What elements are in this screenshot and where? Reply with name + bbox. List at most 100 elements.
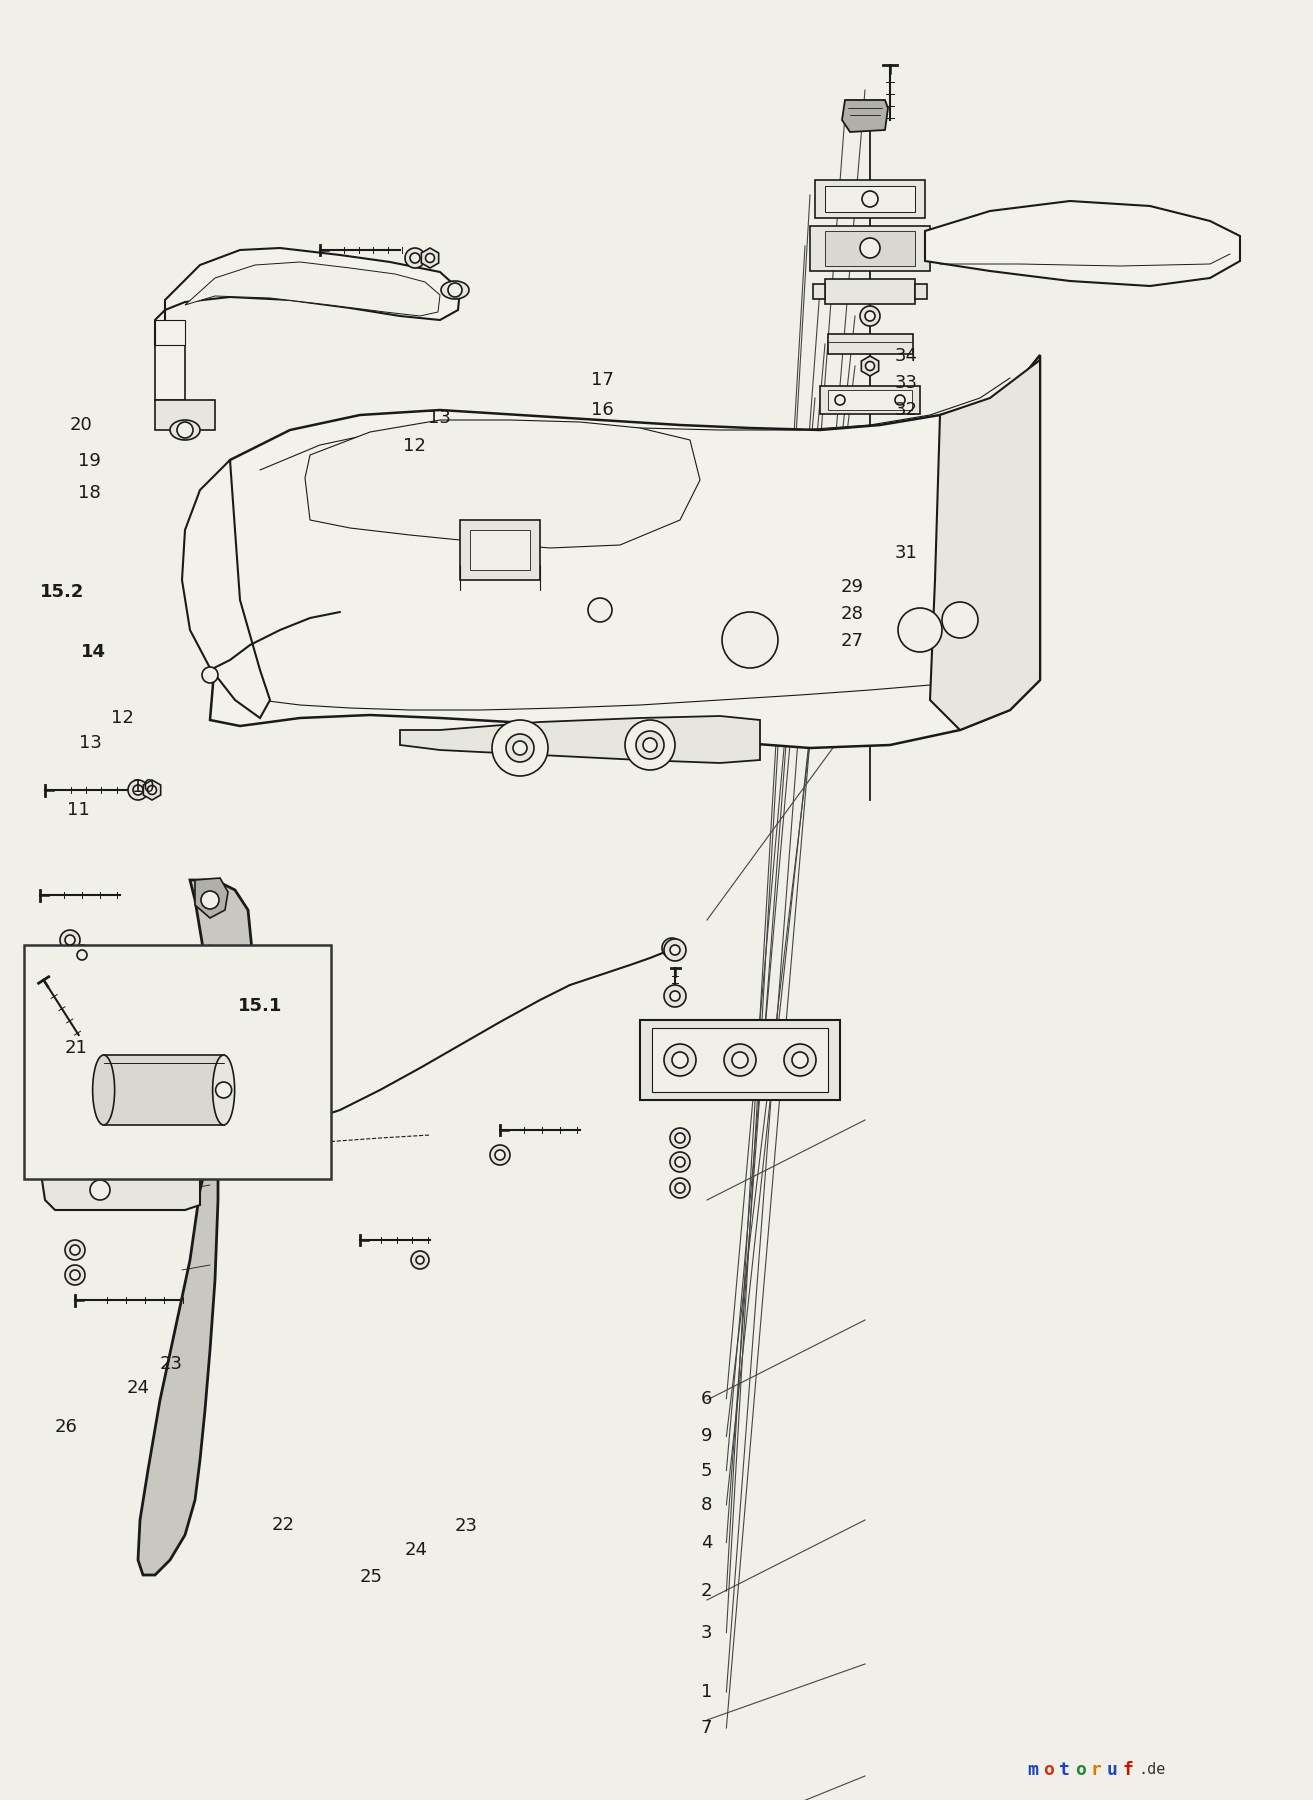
Text: 15.1: 15.1 — [238, 997, 282, 1015]
Bar — [829, 335, 913, 355]
Polygon shape — [861, 356, 878, 376]
Polygon shape — [155, 320, 185, 346]
Circle shape — [733, 1051, 748, 1067]
Circle shape — [670, 992, 680, 1001]
Bar — [470, 529, 530, 571]
Circle shape — [625, 720, 675, 770]
Text: 3: 3 — [701, 1624, 712, 1642]
Circle shape — [425, 254, 435, 263]
Polygon shape — [842, 101, 888, 131]
Circle shape — [792, 1051, 807, 1067]
Circle shape — [588, 598, 612, 623]
Bar — [815, 180, 924, 218]
Text: 17: 17 — [591, 371, 614, 389]
Text: 9: 9 — [701, 1427, 712, 1445]
Polygon shape — [196, 878, 228, 918]
Circle shape — [723, 1044, 756, 1076]
Text: 26: 26 — [54, 1418, 77, 1436]
Bar — [653, 1028, 829, 1093]
Circle shape — [490, 1145, 509, 1165]
Circle shape — [672, 1051, 688, 1067]
Circle shape — [664, 1044, 696, 1076]
Circle shape — [404, 248, 425, 268]
Text: 16: 16 — [591, 401, 614, 419]
Text: 15.2: 15.2 — [39, 583, 84, 601]
Circle shape — [60, 931, 80, 950]
Circle shape — [495, 1150, 506, 1159]
Circle shape — [133, 785, 143, 796]
Ellipse shape — [441, 281, 469, 299]
Polygon shape — [185, 263, 440, 317]
Circle shape — [895, 394, 905, 405]
Text: 25: 25 — [360, 1568, 383, 1586]
Circle shape — [513, 742, 527, 754]
Text: 34: 34 — [894, 347, 918, 365]
Bar — [821, 385, 920, 414]
Circle shape — [411, 1251, 429, 1269]
Text: t: t — [1058, 1760, 1070, 1778]
Bar — [825, 185, 915, 212]
Polygon shape — [66, 1100, 190, 1152]
Text: 1: 1 — [701, 1683, 712, 1701]
Text: 11: 11 — [67, 801, 91, 819]
Circle shape — [91, 1181, 110, 1201]
Text: 8: 8 — [701, 1496, 712, 1514]
Polygon shape — [915, 284, 927, 299]
Text: 23: 23 — [454, 1517, 478, 1535]
Text: 12: 12 — [110, 709, 134, 727]
Circle shape — [670, 1129, 691, 1148]
Bar — [639, 1021, 840, 1100]
Text: 4: 4 — [701, 1534, 712, 1552]
Text: r: r — [1091, 1760, 1102, 1778]
Circle shape — [201, 891, 219, 909]
Circle shape — [662, 938, 681, 958]
Text: 2: 2 — [701, 1582, 712, 1600]
Text: u: u — [1107, 1760, 1117, 1778]
Text: f: f — [1123, 1760, 1133, 1778]
Text: 14: 14 — [80, 643, 106, 661]
Polygon shape — [143, 779, 160, 799]
Bar — [24, 945, 331, 1179]
Polygon shape — [155, 346, 185, 400]
Circle shape — [93, 1120, 106, 1132]
Polygon shape — [155, 400, 215, 430]
Polygon shape — [813, 284, 825, 299]
Polygon shape — [42, 1165, 200, 1210]
Text: 27: 27 — [840, 632, 864, 650]
Circle shape — [784, 1044, 815, 1076]
Bar — [460, 520, 540, 580]
Text: 24: 24 — [126, 1379, 150, 1397]
Polygon shape — [210, 355, 1040, 749]
Text: 31: 31 — [894, 544, 918, 562]
Circle shape — [268, 1121, 288, 1141]
Polygon shape — [104, 1055, 223, 1125]
Circle shape — [635, 731, 664, 760]
Bar — [810, 227, 930, 272]
Polygon shape — [305, 419, 700, 547]
Circle shape — [492, 720, 548, 776]
Circle shape — [127, 779, 148, 799]
Circle shape — [448, 283, 462, 297]
Circle shape — [675, 1183, 685, 1193]
Text: 22: 22 — [272, 1516, 295, 1534]
Text: 29: 29 — [840, 578, 864, 596]
Circle shape — [670, 1152, 691, 1172]
Circle shape — [66, 1265, 85, 1285]
Circle shape — [860, 238, 880, 257]
Circle shape — [898, 608, 941, 652]
Polygon shape — [155, 248, 460, 380]
Text: 10: 10 — [131, 778, 155, 796]
Circle shape — [664, 940, 685, 961]
Polygon shape — [930, 360, 1040, 731]
Polygon shape — [400, 716, 760, 763]
Circle shape — [506, 734, 534, 761]
Circle shape — [865, 311, 874, 320]
Polygon shape — [138, 880, 252, 1575]
Text: 18: 18 — [77, 484, 101, 502]
Circle shape — [70, 1271, 80, 1280]
Text: 12: 12 — [403, 437, 427, 455]
Circle shape — [70, 1246, 80, 1255]
Circle shape — [66, 1240, 85, 1260]
Circle shape — [675, 1132, 685, 1143]
Circle shape — [835, 394, 846, 405]
